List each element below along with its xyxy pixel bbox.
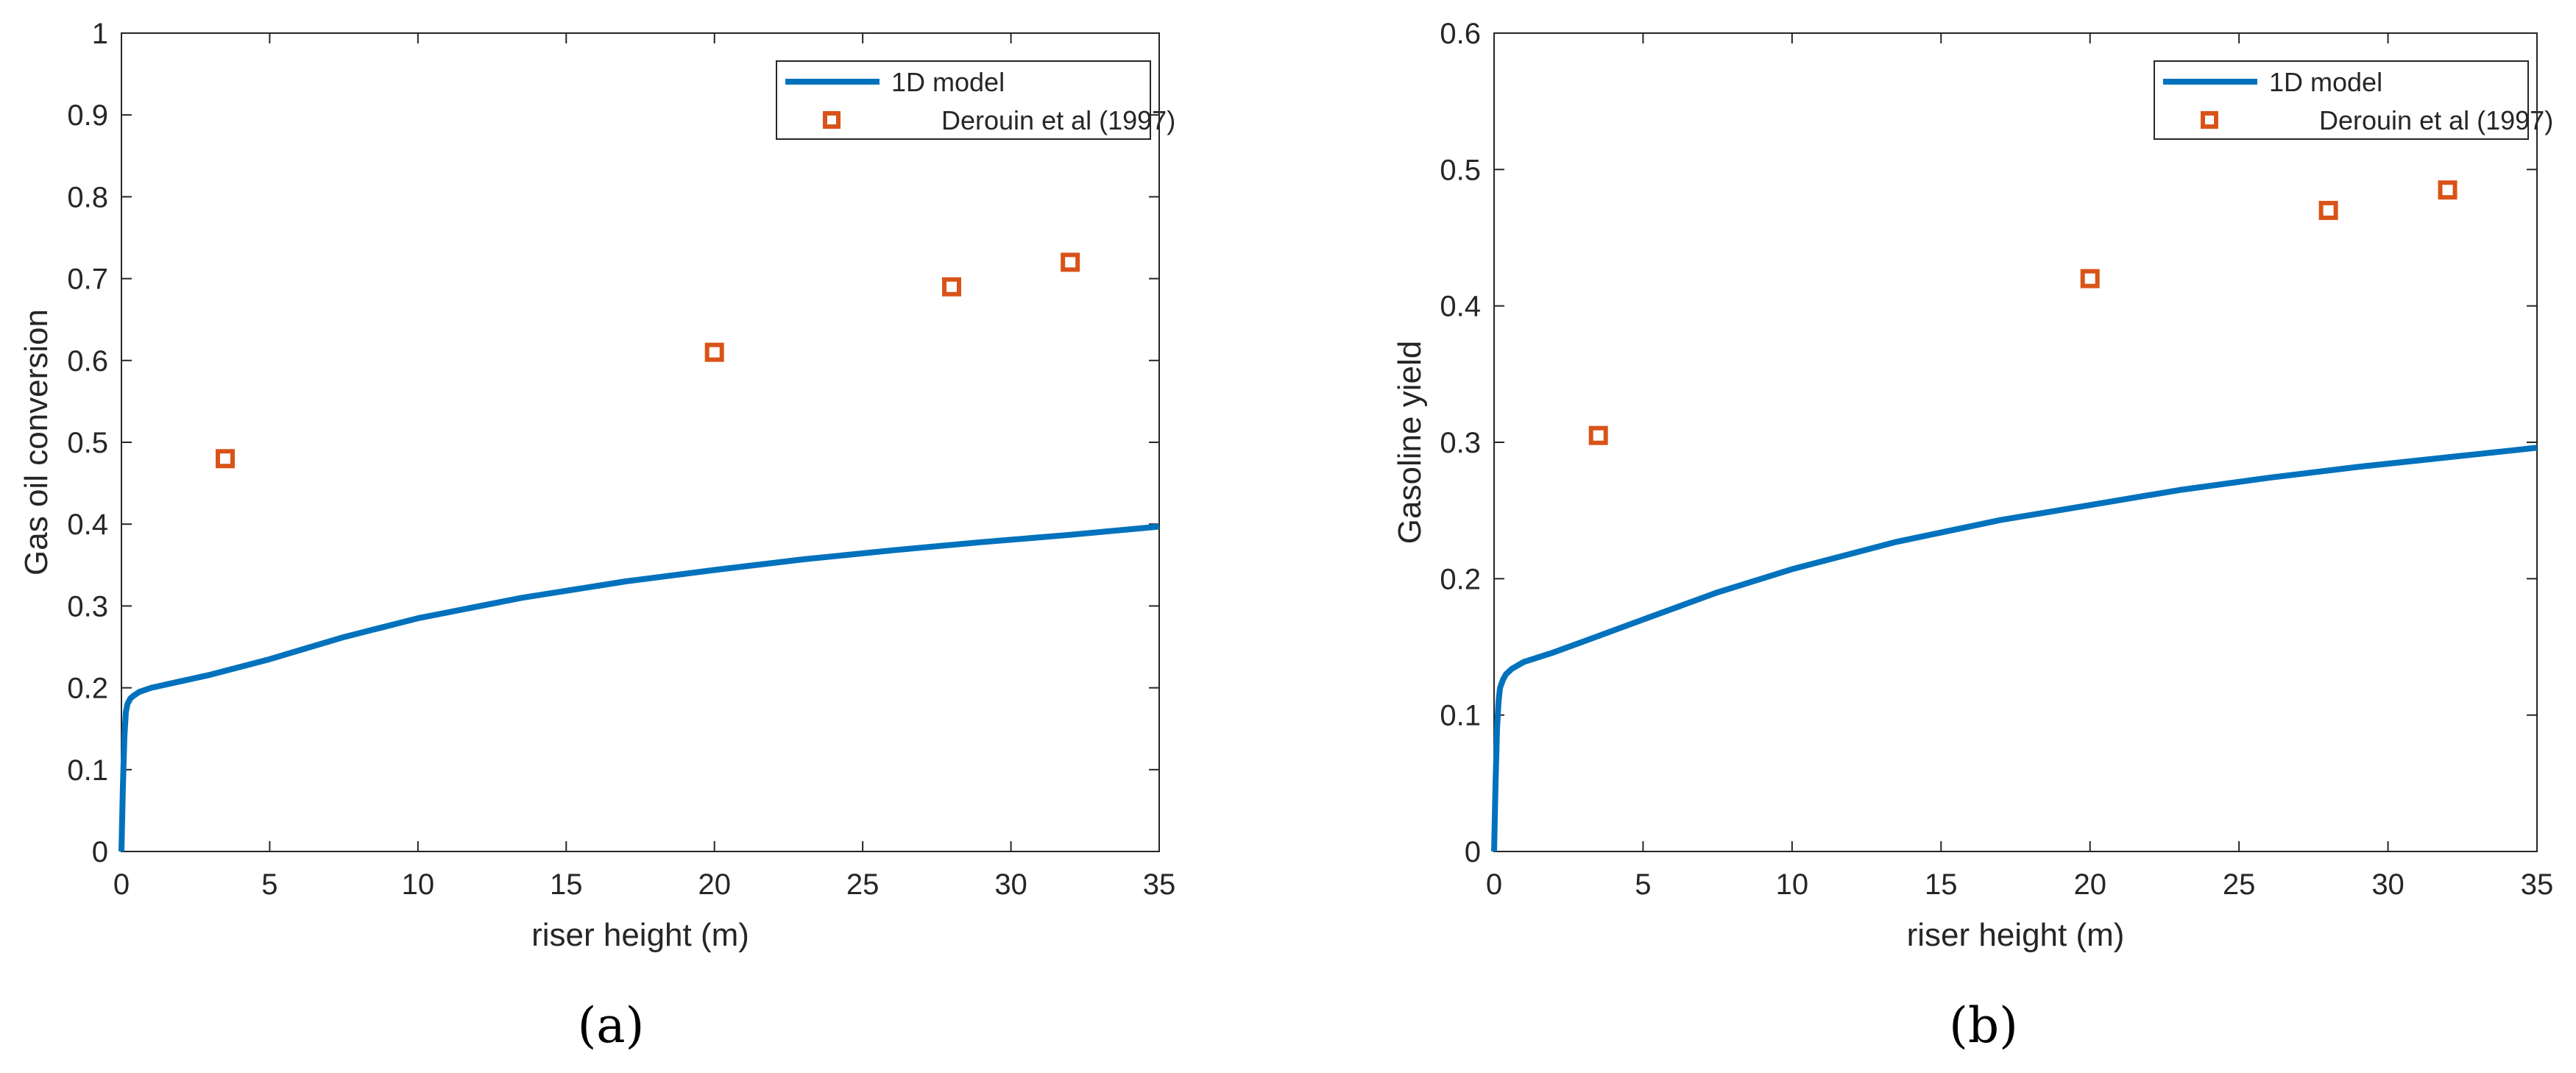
legend-entry-label: Derouin et al (1997) [2319,105,2553,135]
y-tick-label: 0.3 [1440,427,1481,459]
x-tick-label: 5 [1635,868,1651,901]
legend-marker-swatch [823,111,841,129]
y-tick-label: 0 [1465,836,1481,868]
y-tick-label: 0.4 [67,509,108,541]
y-tick-label: 0.8 [67,181,108,213]
y-tick-label: 0.2 [67,673,108,705]
y-axis-label: Gas oil conversion [18,309,54,576]
data-point-derouin [1061,252,1080,272]
series-line-1d-model [1491,445,2538,852]
y-tick-label: 0.7 [67,263,108,296]
y-tick-label: 0.6 [67,345,108,378]
legend-marker-swatch [2201,111,2218,129]
data-point-derouin [2080,269,2100,288]
chart-panel-a: 0 5 10 15 20 25 30 35 0 0.1 0.2 0.3 0.4 0.5 0.6 0.7 0.8 0… [18,18,1175,1054]
x-tick-label: 30 [2371,868,2405,901]
data-point-derouin [2318,200,2338,220]
data-point-derouin [2438,180,2458,200]
x-tick-label: 30 [994,868,1027,901]
y-tick-label: 0.1 [67,754,108,787]
y-tick-label: 0.5 [67,427,108,459]
panel-label: (a) [578,997,645,1054]
y-axis-label: Gasoline yield [1392,341,1428,544]
x-tick-label: 15 [550,868,583,901]
y-tick-label: 0.6 [1440,18,1481,50]
data-point-derouin [1588,425,1608,445]
y-tick-label: 0.5 [1440,154,1481,186]
plot-area [1493,32,2538,852]
plot-area [121,32,1160,852]
y-tick-label: 0.1 [1440,700,1481,732]
x-tick-label: 35 [2521,868,2554,901]
y-tick-label: 0 [92,836,108,868]
y-tick-label: 0.2 [1440,563,1481,595]
x-tick-label: 10 [1776,868,1809,901]
y-tick-label: 0.3 [67,590,108,623]
x-axis-label: riser height (m) [531,917,749,953]
y-tick-label: 0.4 [1440,291,1481,323]
x-tick-label: 15 [1925,868,1958,901]
x-tick-label: 20 [2073,868,2106,901]
x-tick-label: 25 [846,868,880,901]
x-tick-label: 0 [113,868,130,901]
legend-entry-label: 1D model [2269,67,2382,97]
chart-panel-b: 0 5 10 15 20 25 30 35 0 0.1 0.2 0.3 0.4 0.5 0.6 riser h… [1392,18,2553,1054]
legend-entry-label: Derouin et al (1997) [941,105,1175,135]
y-tick-label: 1 [92,18,108,50]
x-tick-label: 25 [2223,868,2256,901]
x-axis-label: riser height (m) [1907,917,2125,953]
x-tick-label: 0 [1486,868,1502,901]
series-line-1d-model [118,523,1160,852]
panel-label: (b) [1949,997,2018,1054]
legend-entry-label: 1D model [891,67,1005,97]
data-point-derouin [216,449,235,469]
x-tick-label: 5 [261,868,277,901]
x-tick-label: 20 [698,868,731,901]
data-point-derouin [942,277,961,297]
x-tick-label: 10 [402,868,435,901]
y-tick-label: 0.9 [67,99,108,132]
data-point-derouin [704,342,724,362]
x-tick-label: 35 [1143,868,1176,901]
